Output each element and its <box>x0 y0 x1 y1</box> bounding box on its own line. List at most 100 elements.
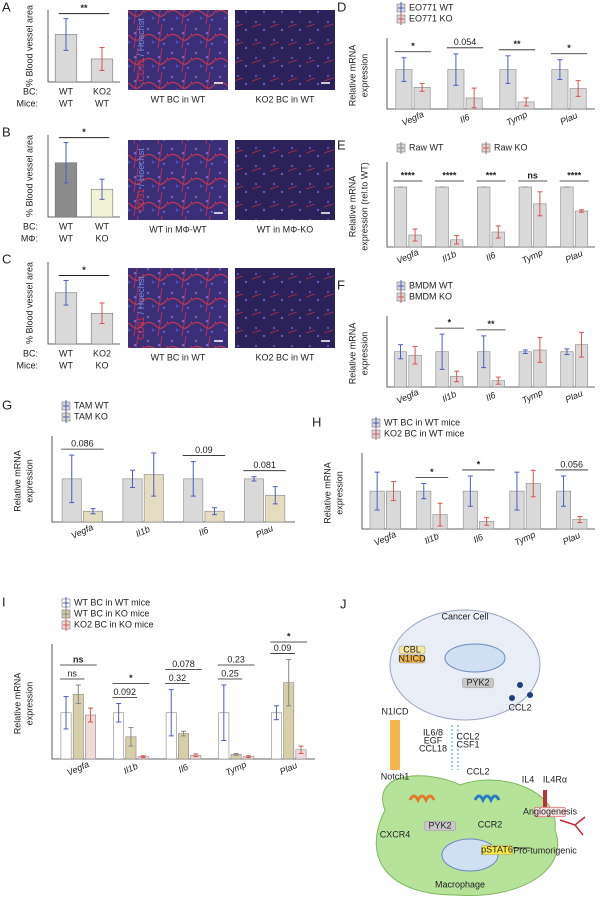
x-tick-label: Plau <box>558 110 579 127</box>
bar <box>393 186 408 248</box>
legend-label: WT BC in WT mice <box>384 417 460 427</box>
diagram-label: CXCR4 <box>380 829 411 839</box>
stain-blue: / Hoechst <box>136 276 146 317</box>
x-tick-label: KO <box>95 360 108 370</box>
bar <box>518 351 532 388</box>
micrograph <box>235 140 335 220</box>
x-tick-label: Il6 <box>197 525 210 538</box>
x-row-name: BC: <box>23 221 38 231</box>
significance-label: 0.25 <box>221 668 239 678</box>
y-axis-label: expression <box>359 332 369 376</box>
diagram-label: CCL2 <box>508 702 531 712</box>
significance-label: ** <box>513 39 521 49</box>
x-tick-label: WT <box>59 221 73 231</box>
diagram-label: IL6/8 <box>423 727 443 737</box>
diagram-label: Macrophage <box>435 879 485 889</box>
micrograph <box>235 268 335 348</box>
label-box <box>398 645 426 655</box>
notch1-receptor <box>390 720 400 770</box>
y-axis-label: % Blood vessel area <box>24 135 34 217</box>
x-tick-label: Vegfa <box>372 529 397 548</box>
legend-label: KO2 BC in KO mice <box>74 619 154 629</box>
legend-label: WT BC in WT mice <box>74 597 150 607</box>
diagram-label: Notch1 <box>381 771 410 781</box>
x-tick-label: Tymp <box>520 247 544 265</box>
diagram-label: EGF <box>424 735 443 745</box>
legend-label: EO771 KO <box>409 13 453 23</box>
panel-label: E <box>337 137 346 152</box>
y-axis-label: Relative mRNA <box>12 673 22 735</box>
significance-label: 0.054 <box>454 37 477 47</box>
y-axis-label: Relative mRNA <box>12 450 22 512</box>
x-tick-label: Il6 <box>484 390 497 403</box>
significance-label: 0.23 <box>227 654 245 664</box>
legend-label: BMDM WT <box>409 280 453 290</box>
x-tick-label: Tymp <box>520 387 544 405</box>
bar <box>518 186 532 248</box>
significance-label: * <box>430 467 434 477</box>
significance-label: * <box>567 43 571 53</box>
x-tick-label: WT <box>95 221 109 231</box>
diagram-label: PYK2 <box>466 677 489 687</box>
panel-label: I <box>2 594 6 609</box>
x-tick-label: Il6 <box>177 762 190 775</box>
significance-label: **** <box>401 170 416 180</box>
panel-label: H <box>312 414 321 429</box>
significance-label: ns <box>527 170 538 180</box>
significance-label: ns <box>73 654 84 664</box>
significance-label: ** <box>487 319 495 329</box>
x-tick-label: Vegfa <box>400 109 425 128</box>
y-axis-label: % Blood vessel area <box>24 262 34 344</box>
legend-label: Raw WT <box>409 142 444 152</box>
micrograph-caption: KO2 BC in WT <box>255 94 315 104</box>
legend-label: Raw KO <box>494 142 528 152</box>
diagram-label: Angiogenesis <box>523 806 578 816</box>
significance-label: 0.32 <box>169 673 187 683</box>
stain-red: CD31 <box>136 317 146 340</box>
significance-label: * <box>287 631 291 641</box>
bar <box>560 351 574 388</box>
panel-label: B <box>2 124 11 139</box>
panel-label: F <box>337 277 345 292</box>
significance-label: ns <box>67 668 77 678</box>
significance-label: 0.09 <box>274 643 292 653</box>
diagram-label: CSF1 <box>456 739 479 749</box>
diagram-label: CCL2 <box>456 731 479 741</box>
x-row-name: BC: <box>23 86 38 96</box>
y-axis-label: Relative mRNA <box>322 462 332 524</box>
x-tick-label: WT <box>95 98 109 108</box>
x-tick-label: Plau <box>564 248 585 265</box>
x-tick-label: Plau <box>561 530 582 547</box>
bar <box>560 186 574 248</box>
diagram-label: Pro-tumorigenic <box>513 845 577 855</box>
bar <box>244 478 264 523</box>
x-tick-label: Il1b <box>440 249 457 264</box>
x-tick-label: Tymp <box>513 529 537 547</box>
x-tick-label: Il6 <box>458 112 471 125</box>
x-tick-label: Plau <box>278 760 299 777</box>
panel-label: A <box>2 0 11 14</box>
diagram-label: CCR2 <box>478 819 503 829</box>
legend-label: KO2 BC in WT mice <box>384 428 464 438</box>
y-axis-label: Relative mRNA <box>347 323 357 385</box>
x-tick-label: Il1b <box>440 389 457 404</box>
micrograph <box>128 268 228 348</box>
y-axis-label: expression (rel.to WT) <box>359 162 369 251</box>
diagram-label: CCL2 <box>466 766 489 776</box>
x-row-name: MΦ: <box>21 233 38 243</box>
panel-label: C <box>2 251 11 266</box>
x-tick-label: Vegfa <box>69 522 94 541</box>
label-box <box>462 677 494 689</box>
significance-label: 0.078 <box>172 659 195 669</box>
diagram-label: PYK2 <box>428 820 451 830</box>
diagram-label: N1ICD <box>398 653 426 663</box>
diagram-label: IL4 <box>522 774 535 784</box>
x-tick-label: WT <box>59 348 73 358</box>
x-tick-label: Tymp <box>224 759 248 777</box>
bar <box>435 186 449 248</box>
panel-label: D <box>337 0 346 14</box>
legend-label: WT BC in KO mice <box>74 608 149 618</box>
significance-label: 0.086 <box>71 438 94 448</box>
nucleus <box>444 643 506 673</box>
